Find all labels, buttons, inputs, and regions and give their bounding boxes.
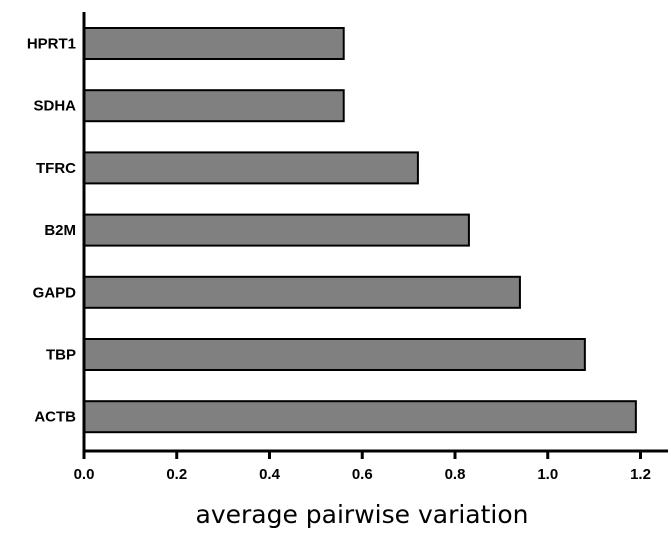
category-label-b2m: B2M bbox=[44, 222, 76, 239]
category-label-gapd: GAPD bbox=[33, 284, 77, 301]
x-axis-ticks: 0.0 0.2 0.4 0.6 0.8 1.0 1.2 bbox=[74, 451, 651, 483]
x-axis-title: average pairwise variation bbox=[196, 500, 529, 529]
x-tick-label: 0.8 bbox=[445, 466, 466, 483]
bar-b2m bbox=[83, 213, 470, 247]
category-label-hprt1: HPRT1 bbox=[27, 36, 76, 53]
x-tick-label: 0.6 bbox=[352, 466, 373, 483]
category-labels: HPRT1 SDHA TFRC B2M GAPD TBP ACTB bbox=[27, 36, 76, 426]
category-label-sdha: SDHA bbox=[33, 98, 76, 115]
category-label-actb: ACTB bbox=[34, 409, 76, 426]
x-tick-label: 0.0 bbox=[74, 466, 95, 483]
bar-sdha bbox=[83, 89, 345, 123]
x-tick-label: 1.2 bbox=[630, 466, 651, 483]
x-tick-label: 0.2 bbox=[166, 466, 187, 483]
x-tick-label: 1.0 bbox=[537, 466, 558, 483]
bars-layer bbox=[83, 27, 637, 434]
x-tick-label: 0.4 bbox=[259, 466, 281, 483]
category-label-tfrc: TFRC bbox=[36, 160, 76, 177]
bar-tbp bbox=[83, 338, 586, 371]
category-label-tbp: TBP bbox=[46, 347, 76, 364]
bar-tfrc bbox=[83, 151, 419, 185]
bar-hprt1 bbox=[83, 27, 345, 60]
bar-gapd bbox=[83, 275, 521, 309]
bar-actb bbox=[83, 400, 637, 434]
